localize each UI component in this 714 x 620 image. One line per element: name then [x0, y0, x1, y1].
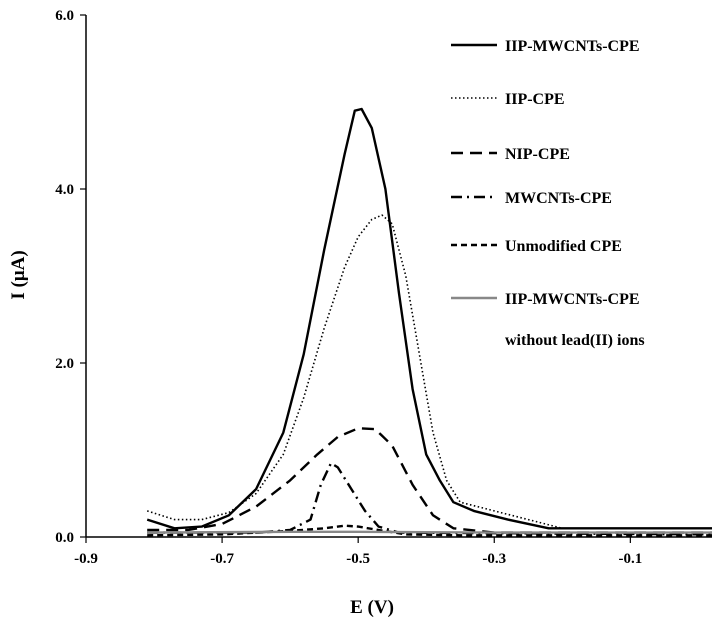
y-tick-label: 4.0: [55, 182, 74, 198]
series-line-6: [147, 530, 712, 534]
x-tick-label: -0.7: [210, 551, 234, 567]
y-ticks: 0.0 2.0 4.0 6.0: [55, 8, 86, 546]
series-line-1: [146, 107, 712, 530]
series-line-2: [146, 214, 712, 530]
legend-label-6-line2: without lead(II) ions: [505, 332, 645, 349]
legend-label-5: Unmodified CPE: [505, 238, 622, 255]
y-tick-label: 2.0: [55, 356, 74, 372]
y-tick-label: 6.0: [55, 8, 74, 24]
x-axis-title: E (V): [350, 597, 394, 618]
x-ticks: -0.9 -0.7 -0.5 -0.3 -0.1: [74, 537, 642, 567]
series-layer: [146, 107, 713, 537]
x-tick-label: -0.3: [482, 551, 506, 567]
y-tick-label: 0.0: [55, 530, 74, 546]
legend-label-4: MWCNTs-CPE: [505, 190, 612, 207]
legend-label-6: IIP-MWCNTs-CPE: [505, 291, 640, 308]
series-line-3: [147, 427, 712, 534]
legend-label-2: IIP-CPE: [505, 91, 565, 108]
x-tick-label: -0.9: [74, 551, 98, 567]
legend: IIP-MWCNTs-CPE IIP-CPE NIP-CPE MWCNTs-CPE Un…: [451, 38, 645, 349]
axes: [85, 15, 712, 538]
series-line-5: [147, 524, 712, 537]
y-axis-title: I (μA): [8, 250, 29, 299]
legend-label-1: IIP-MWCNTs-CPE: [505, 38, 640, 55]
legend-label-3: NIP-CPE: [505, 146, 570, 163]
x-tick-label: -0.5: [346, 551, 370, 567]
series-line-4: [147, 461, 713, 536]
x-tick-label: -0.1: [618, 551, 642, 567]
